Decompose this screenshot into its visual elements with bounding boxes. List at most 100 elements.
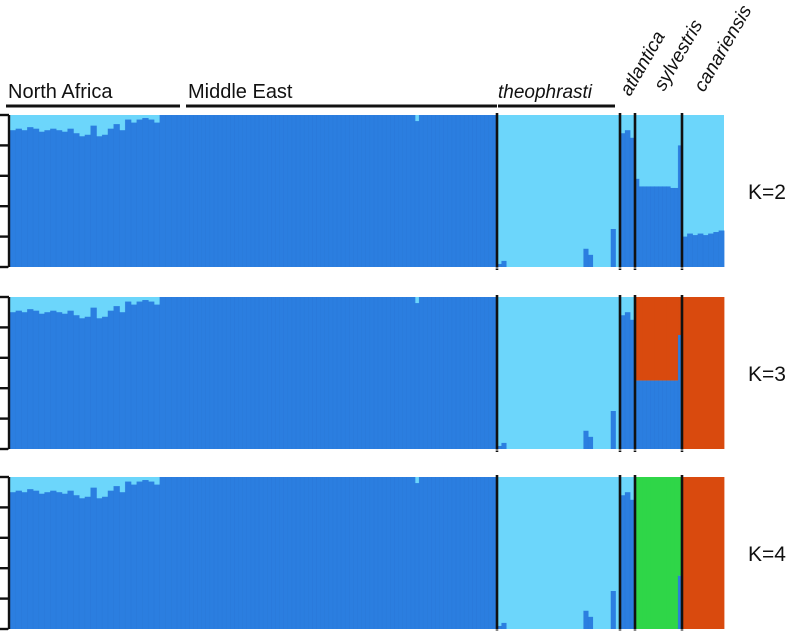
bar-top-segment (635, 297, 640, 381)
bar-blue-segment (451, 297, 457, 449)
bar-blue-segment (254, 115, 260, 267)
bar-blue-segment (443, 297, 449, 449)
bar-top-segment (646, 477, 652, 629)
bar-blue-segment (189, 115, 194, 267)
bar-blue-segment (38, 313, 45, 449)
bar-blue-segment (250, 115, 256, 267)
bar-blue-segment (230, 297, 235, 449)
bar-blue-segment (107, 310, 115, 449)
bar-blue-segment (451, 115, 457, 267)
bar-top-segment (682, 297, 688, 449)
bar-blue-segment (419, 297, 424, 449)
bar-blue-segment (102, 316, 109, 449)
bar-blue-segment (165, 115, 172, 267)
bar-blue-segment (136, 119, 143, 267)
bar-blue-segment (373, 297, 379, 449)
bar-blue-segment (300, 477, 305, 629)
bar-top-segment (713, 477, 720, 629)
bar-blue-segment (234, 477, 239, 629)
bar-blue-segment (159, 477, 166, 629)
bar-blue-segment (142, 118, 149, 267)
bar-blue-segment (610, 229, 616, 267)
bar-top-segment (718, 477, 725, 629)
bar-blue-segment (10, 312, 17, 449)
bar-blue-segment (635, 380, 640, 449)
bar-blue-segment (455, 115, 461, 267)
bar-blue-segment (361, 477, 367, 629)
bar-blue-segment (181, 297, 186, 449)
bar-blue-segment (222, 297, 227, 449)
bar-blue-segment (250, 297, 256, 449)
bar-blue-segment (205, 115, 211, 267)
bar-blue-segment (185, 477, 190, 629)
bar-top-segment (658, 297, 663, 381)
bar-blue-segment (386, 477, 391, 629)
bar-blue-segment (464, 297, 469, 449)
bar-top-segment (642, 477, 648, 629)
bar-blue-segment (15, 128, 22, 267)
bar-blue-segment (642, 186, 648, 267)
bar-blue-segment (205, 297, 211, 449)
bar-blue-segment (185, 115, 190, 267)
bar-blue-segment (410, 115, 416, 267)
bar-blue-segment (300, 115, 305, 267)
bar-blue-segment (177, 115, 182, 267)
bar-top-segment (692, 297, 699, 449)
bar-blue-segment (443, 477, 449, 629)
bar-blue-segment (406, 297, 412, 449)
bar-blue-segment (630, 137, 636, 267)
bar-top-segment (697, 297, 704, 449)
bar-blue-segment (246, 115, 252, 267)
bar-blue-segment (460, 477, 465, 629)
bar-blue-segment (431, 477, 436, 629)
group-label-theophrasti: theophrasti (498, 82, 593, 103)
bar-blue-segment (472, 477, 477, 629)
bar-blue-segment (468, 477, 473, 629)
bar-blue-segment (279, 115, 285, 267)
bar-blue-segment (484, 477, 490, 629)
bar-blue-segment (279, 477, 285, 629)
bar-blue-segment (56, 492, 63, 629)
bar-blue-segment (181, 477, 186, 629)
bar-blue-segment (406, 115, 412, 267)
bar-blue-segment (33, 310, 40, 449)
bar-blue-segment (620, 495, 626, 629)
bar-blue-segment (642, 380, 648, 449)
bar-blue-segment (67, 310, 74, 449)
bar-blue-segment (61, 131, 68, 267)
bar-blue-segment (275, 477, 280, 629)
bar-top-segment (658, 477, 663, 629)
bar-top-segment (638, 477, 644, 629)
bar-top-segment (666, 297, 671, 381)
bar-blue-segment (583, 610, 589, 629)
bar-blue-segment (193, 115, 198, 267)
bar-blue-segment (238, 477, 244, 629)
bar-blue-segment (390, 297, 395, 449)
bar-blue-segment (67, 128, 74, 267)
bar-blue-segment (218, 477, 223, 629)
bar-blue-segment (402, 115, 408, 267)
bar-blue-segment (625, 312, 631, 449)
bar-blue-segment (341, 297, 346, 449)
bar-blue-segment (588, 616, 594, 629)
bar-blue-segment (136, 481, 143, 629)
bar-blue-segment (357, 477, 363, 629)
bar-blue-segment (79, 136, 86, 267)
bar-top-segment (713, 297, 720, 449)
bar-blue-segment (119, 492, 126, 629)
bar-blue-segment (295, 477, 301, 629)
bar-blue-segment (455, 297, 461, 449)
bar-blue-segment (447, 477, 453, 629)
bar-blue-segment (201, 477, 207, 629)
bar-blue-segment (238, 297, 244, 449)
bar-blue-segment (386, 297, 391, 449)
bar-blue-segment (84, 316, 92, 449)
bar-blue-segment (73, 133, 80, 267)
bar-blue-segment (703, 235, 709, 267)
bar-blue-segment (692, 235, 699, 267)
bar-blue-segment (312, 477, 317, 629)
bar-blue-segment (136, 301, 143, 449)
bar-blue-segment (218, 115, 223, 267)
bar-blue-segment (259, 115, 264, 267)
bar-top-segment (654, 477, 659, 629)
